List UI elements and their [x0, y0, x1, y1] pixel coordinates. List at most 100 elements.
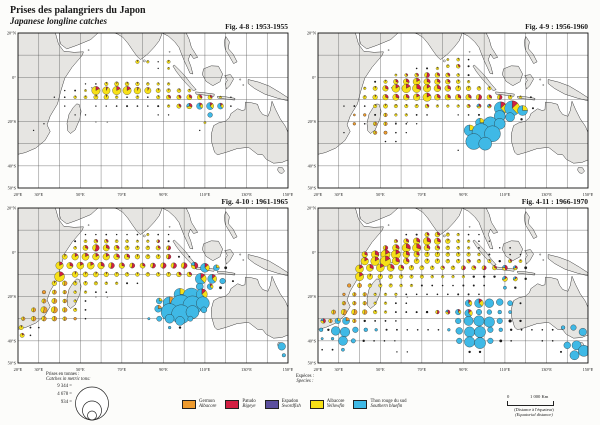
svg-text:110°E: 110°E: [500, 367, 511, 372]
species-fr: Albacore: [326, 399, 345, 404]
species-fr: Germon: [199, 399, 215, 404]
scale-caption: (Distance à l'équateur) (Equatorial dist…: [492, 407, 576, 417]
svg-text:90°E: 90°E: [459, 192, 468, 197]
svg-text:0°: 0°: [312, 75, 316, 80]
legend-entry-bigeye: Patudo Bigeye: [225, 399, 256, 410]
svg-text:20°E: 20°E: [14, 367, 23, 372]
size-legend-circles: [75, 386, 109, 421]
size-value-small: 934 =: [60, 400, 72, 405]
map-panel-1961-1965: Fig. 4-10 : 1961-1965 20°E 30°E 50°E 70°E 90…: [1, 197, 293, 377]
bigeye-swatch: [225, 400, 240, 409]
species-fr: Thon rouge du sud: [370, 399, 407, 404]
svg-text:20°E: 20°E: [314, 367, 323, 372]
panel-title: Fig. 4-10 : 1961-1965: [221, 197, 288, 206]
legend-entry-swordfish: Espadon Swordfish: [264, 399, 301, 410]
svg-text:50°S: 50°S: [8, 186, 17, 191]
svg-text:150°E: 150°E: [583, 367, 593, 372]
title-english: Japanese longline catches: [10, 16, 107, 26]
svg-text:70°E: 70°E: [417, 367, 426, 372]
svg-text:50°S: 50°S: [308, 186, 317, 191]
svg-text:40°S: 40°S: [8, 339, 17, 344]
species-en: Albacore: [199, 404, 217, 410]
svg-text:30°E: 30°E: [34, 367, 43, 372]
svg-text:40°S: 40°S: [308, 339, 317, 344]
yellowfin-swatch: [309, 400, 324, 409]
svg-text:70°E: 70°E: [117, 367, 126, 372]
species-en: Bigeye: [242, 404, 256, 410]
svg-text:20°N: 20°N: [307, 31, 316, 36]
svg-text:50°E: 50°E: [76, 367, 85, 372]
svg-text:130°E: 130°E: [541, 367, 552, 372]
scale-zero-label: 0: [507, 394, 510, 399]
figure-header: Prises des palangriers du Japon Japanese…: [10, 5, 146, 26]
swordfish-swatch: [264, 400, 279, 409]
svg-text:130°E: 130°E: [541, 192, 552, 197]
panel-title: Fig. 4-11 : 1966-1970: [521, 197, 588, 206]
svg-text:50°S: 50°S: [8, 361, 17, 366]
svg-text:40°S: 40°S: [308, 164, 317, 169]
svg-text:20°S: 20°S: [8, 119, 17, 124]
svg-text:20°N: 20°N: [7, 31, 16, 36]
svg-text:20°S: 20°S: [8, 294, 17, 299]
species-en: Swordfish: [281, 404, 301, 410]
svg-text:50°S: 50°S: [308, 361, 317, 366]
svg-text:20°N: 20°N: [7, 206, 16, 211]
svg-text:30°E: 30°E: [334, 367, 343, 372]
svg-text:110°E: 110°E: [200, 367, 211, 372]
svg-text:20°E: 20°E: [314, 192, 323, 197]
svg-text:20°E: 20°E: [14, 192, 23, 197]
map-panel-1956-1960: Fig. 4-9 : 1956-1960 20°E 30°E 50°E 70°E 90°…: [301, 22, 593, 202]
species-fr: Espadon: [281, 399, 299, 404]
legend-entry-albacore-germon: Germon Albacore: [182, 399, 216, 410]
species-en: Yellowfin: [326, 404, 345, 410]
svg-text:0°: 0°: [12, 250, 16, 255]
svg-text:150°E: 150°E: [283, 192, 293, 197]
legend-entry-southern-bluefin: Thon rouge du sud Southern bluefin: [353, 399, 407, 410]
albacore-germon-swatch: [182, 400, 196, 409]
title-french: Prises des palangriers du Japon: [10, 5, 146, 16]
svg-text:130°E: 130°E: [241, 192, 252, 197]
size-legend-title-en: Catches in metric tons:: [46, 377, 91, 382]
size-legend-values: 9 344 = 4 678 = 934 =: [46, 383, 72, 423]
size-value-large: 9 344 =: [57, 384, 72, 389]
svg-text:110°E: 110°E: [200, 192, 211, 197]
panel-title: Fig. 4-9 : 1956-1960: [525, 22, 588, 31]
svg-text:50°E: 50°E: [376, 192, 385, 197]
svg-text:30°E: 30°E: [34, 192, 43, 197]
scale-caption-en: (Equatorial distance): [515, 412, 553, 418]
svg-text:20°N: 20°N: [307, 206, 316, 211]
scale-bracket: [507, 401, 554, 406]
svg-text:20°S: 20°S: [308, 294, 317, 299]
size-value-medium: 4 678 =: [57, 392, 72, 397]
svg-text:70°E: 70°E: [117, 192, 126, 197]
svg-text:90°E: 90°E: [459, 367, 468, 372]
svg-text:0°: 0°: [312, 250, 316, 255]
species-fr: Patudo: [242, 399, 256, 404]
species-legend-title: Espèces : Species :: [296, 374, 314, 384]
svg-text:50°E: 50°E: [376, 367, 385, 372]
indian-ocean-map-1953-1955: 20°E 30°E 50°E 70°E 90°E 110°E 130°E 150°E 20°N 0…: [7, 31, 293, 197]
species-legend: Germon Albacore Patudo Bigeye Espadon Sw…: [182, 399, 407, 410]
species-title-fr: Espèces :: [296, 374, 314, 379]
size-legend-title-fr: Prises en tonnes :: [46, 372, 80, 377]
species-title-en: Species :: [296, 379, 314, 384]
legend-entry-yellowfin: Albacore Yellowfin: [309, 399, 345, 410]
indian-ocean-map-1966-1970: 20°E 30°E 50°E 70°E 90°E 110°E 130°E 150°E 20°N 0…: [307, 206, 593, 372]
svg-text:30°E: 30°E: [334, 192, 343, 197]
svg-text:150°E: 150°E: [283, 367, 293, 372]
panel-title: Fig. 4-8 : 1953-1955: [225, 22, 288, 31]
svg-text:50°E: 50°E: [76, 192, 85, 197]
svg-text:70°E: 70°E: [417, 192, 426, 197]
svg-text:110°E: 110°E: [500, 192, 511, 197]
scale-distance-label: 1 000 Km: [530, 394, 549, 399]
svg-text:20°S: 20°S: [308, 119, 317, 124]
scale-caption-fr: (Distance à l'équateur): [514, 407, 554, 412]
svg-text:0°: 0°: [12, 75, 16, 80]
indian-ocean-map-1961-1965: 20°E 30°E 50°E 70°E 90°E 110°E 130°E 150°E 20°N 0…: [7, 206, 293, 372]
map-panel-1966-1970: Fig. 4-11 : 1966-1970 20°E 30°E 50°E 70°E 90…: [301, 197, 593, 377]
indian-ocean-map-1956-1960: 20°E 30°E 50°E 70°E 90°E 110°E 130°E 150°E 20°N 0…: [307, 31, 593, 197]
southern-bluefin-swatch: [353, 400, 368, 409]
svg-text:150°E: 150°E: [583, 192, 593, 197]
map-panel-1953-1955: Fig. 4-8 : 1953-1955 20°E 30°E 50°E 70°E 90°…: [1, 22, 293, 202]
svg-text:40°S: 40°S: [8, 164, 17, 169]
